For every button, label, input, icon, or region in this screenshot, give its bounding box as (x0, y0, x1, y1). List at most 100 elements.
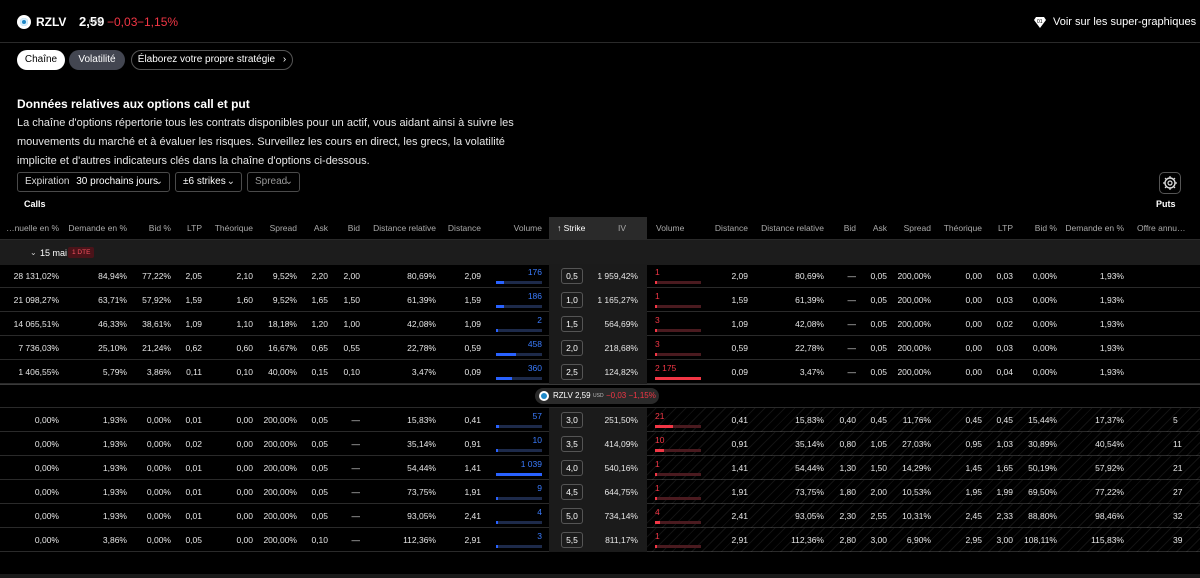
tab-volatility[interactable]: Volatilité (69, 50, 125, 70)
table-row[interactable]: 0,00% 1,93% 0,00% 0,01 0,00 200,00% 0,05 — 15,83… (0, 408, 1200, 432)
call-spread-cell: 200,00% (263, 535, 297, 545)
bottom-scroll-area (0, 574, 1200, 578)
table-row[interactable]: 1 406,55% 5,79% 3,86% 0,11 0,10 40,00% 0,15 0,1… (0, 360, 1200, 384)
call-volume-value: 10 (532, 435, 542, 445)
put-spread-cell: 11,76% (902, 415, 931, 425)
put-theoretical-cell: 0,00 (965, 295, 982, 305)
put-volume-bar-track (655, 353, 701, 356)
call-bid-cell: — (351, 487, 361, 497)
settings-button[interactable] (1159, 172, 1181, 194)
price-chip-currency: USD (593, 393, 604, 399)
strike-value[interactable]: 3,5 (561, 436, 583, 452)
put-theoretical-cell: 1,95 (965, 487, 982, 497)
strike-value[interactable]: 2,0 (561, 340, 583, 356)
call-spread-cell: 18,18% (268, 319, 297, 329)
put-rel-distance-cell: 54,44% (795, 463, 824, 473)
col-call-spread[interactable]: Spread (269, 223, 297, 233)
calls-label: Calls (24, 199, 46, 209)
supercharts-icon[interactable]: 01 (1033, 15, 1047, 29)
col-put-theoretical[interactable]: Théorique (943, 223, 982, 233)
call-theoretical-cell: 0,00 (236, 487, 253, 497)
col-put-ltp[interactable]: LTP (998, 223, 1013, 233)
col-put-bid[interactable]: Bid (843, 223, 856, 233)
col-put-bid-pct[interactable]: Bid % (1034, 223, 1057, 233)
col-put-ask[interactable]: Ask (872, 223, 887, 233)
call-ltp-cell: 0,01 (185, 415, 202, 425)
strike-value[interactable]: 1,5 (561, 316, 583, 332)
call-rel-distance-cell: 80,69% (407, 271, 436, 281)
col-put-annual-offer[interactable]: Offre annu… (1137, 223, 1186, 233)
col-put-rel-distance[interactable]: Distance relative (761, 223, 824, 233)
put-volume-value: 1 (655, 483, 660, 493)
chevron-down-icon[interactable]: ⌄ (30, 248, 37, 257)
put-volume-bar (655, 353, 657, 356)
table-row[interactable]: 0,00% 3,86% 0,00% 0,05 0,00 200,00% 0,10 — 112,3… (0, 528, 1200, 552)
col-call-theoretical[interactable]: Théorique (214, 223, 253, 233)
strike-value[interactable]: 5,5 (561, 532, 583, 548)
expiration-select[interactable]: Expiration 30 prochains jours ⌄ (17, 172, 170, 192)
table-row[interactable]: 7 736,03% 25,10% 21,24% 0,62 0,60 16,67% 0,65 0… (0, 336, 1200, 360)
strike-value[interactable]: 0,5 (561, 268, 583, 284)
table-row[interactable]: 28 131,02% 84,94% 77,22% 2,05 2,10 9,52% 2,20 2… (0, 264, 1200, 288)
supercharts-link[interactable]: Voir sur les super-graphiques (1053, 16, 1197, 28)
put-theoretical-cell: 0,00 (965, 319, 982, 329)
col-put-ask-pct[interactable]: Demande en % (1065, 223, 1124, 233)
build-strategy-button[interactable]: Élaborez votre propre stratégie › (131, 50, 293, 70)
call-ask-cell: 0,65 (311, 343, 328, 353)
col-put-spread[interactable]: Spread (903, 223, 931, 233)
call-bid-cell: — (351, 511, 361, 521)
put-ltp-cell: 0,03 (996, 343, 1013, 353)
col-call-ltp[interactable]: LTP (187, 223, 202, 233)
table-row[interactable]: 14 065,51% 46,33% 38,61% 1,09 1,10 18,18% 1,20… (0, 312, 1200, 336)
col-strike[interactable]: ↑ Strike (557, 223, 597, 233)
strike-value[interactable]: 5,0 (561, 508, 583, 524)
strike-header-bg (549, 217, 647, 240)
call-volume-bar-track (496, 425, 542, 428)
table-row[interactable]: 0,00% 1,93% 0,00% 0,01 0,00 200,00% 0,05 — 93,05… (0, 504, 1200, 528)
call-ask-pct-cell: 3,86% (102, 535, 127, 545)
strike-value[interactable]: 3,0 (561, 412, 583, 428)
col-put-distance[interactable]: Distance (714, 223, 748, 233)
col-call-distance[interactable]: Distance (447, 223, 481, 233)
call-volume-bar (496, 425, 499, 428)
col-put-volume[interactable]: Volume (656, 223, 685, 233)
call-spread-cell: 200,00% (263, 463, 297, 473)
col-call-rel-distance[interactable]: Distance relative (373, 223, 436, 233)
table-row[interactable]: 0,00% 1,93% 0,00% 0,02 0,00 200,00% 0,05 — 35,14… (0, 432, 1200, 456)
put-ask-pct-cell: 57,92% (1095, 463, 1124, 473)
put-volume-bar (655, 521, 660, 524)
col-call-bid[interactable]: Bid (347, 223, 360, 233)
call-bid-pct-cell: 38,61% (142, 319, 171, 329)
col-call-volume[interactable]: Volume (513, 223, 542, 233)
table-row[interactable]: 21 098,27% 63,71% 57,92% 1,59 1,60 9,52% 1,65 1… (0, 288, 1200, 312)
strike-value[interactable]: 4,5 (561, 484, 583, 500)
col-call-ask-pct[interactable]: Demande en % (68, 223, 127, 233)
strike-value[interactable]: 4,0 (561, 460, 583, 476)
strike-value[interactable]: 2,5 (561, 364, 583, 380)
call-theoretical-cell: 1,10 (236, 319, 253, 329)
col-call-annual-offer[interactable]: …nuelle en % (6, 223, 59, 233)
call-theoretical-cell: 0,00 (236, 511, 253, 521)
call-volume-cell: 176 (496, 264, 542, 288)
table-row[interactable]: 0,00% 1,93% 0,00% 0,01 0,00 200,00% 0,05 — 54,44… (0, 456, 1200, 480)
call-annual-offer-cell: 0,00% (34, 439, 59, 449)
spread-select[interactable]: Spread ⌄ (247, 172, 300, 192)
tab-chain[interactable]: Chaîne (17, 50, 65, 70)
put-bid-cell: 0,40 (839, 415, 856, 425)
spread-value: Spread (255, 176, 288, 187)
strikes-select[interactable]: ±6 strikes ⌄ (175, 172, 242, 192)
call-annual-offer-cell: 0,00% (34, 415, 59, 425)
expiry-group-header[interactable]: ⌄ 15 mai 1 DTE (0, 240, 1200, 265)
col-iv[interactable]: IV (618, 223, 627, 233)
iv-cell: 811,17% (605, 535, 638, 545)
put-bid-cell: — (847, 367, 857, 377)
call-volume-cell: 3 (496, 528, 542, 552)
col-call-bid-pct[interactable]: Bid % (148, 223, 171, 233)
symbol-name[interactable]: RZLV (36, 15, 67, 29)
table-row[interactable]: 0,00% 1,93% 0,00% 0,01 0,00 200,00% 0,05 — 73,75… (0, 480, 1200, 504)
call-spread-cell: 200,00% (263, 511, 297, 521)
put-volume-cell: 21 (655, 408, 701, 432)
strike-value[interactable]: 1,0 (561, 292, 583, 308)
price-chip-symbol: RZLV (553, 391, 573, 400)
col-call-ask[interactable]: Ask (313, 223, 328, 233)
